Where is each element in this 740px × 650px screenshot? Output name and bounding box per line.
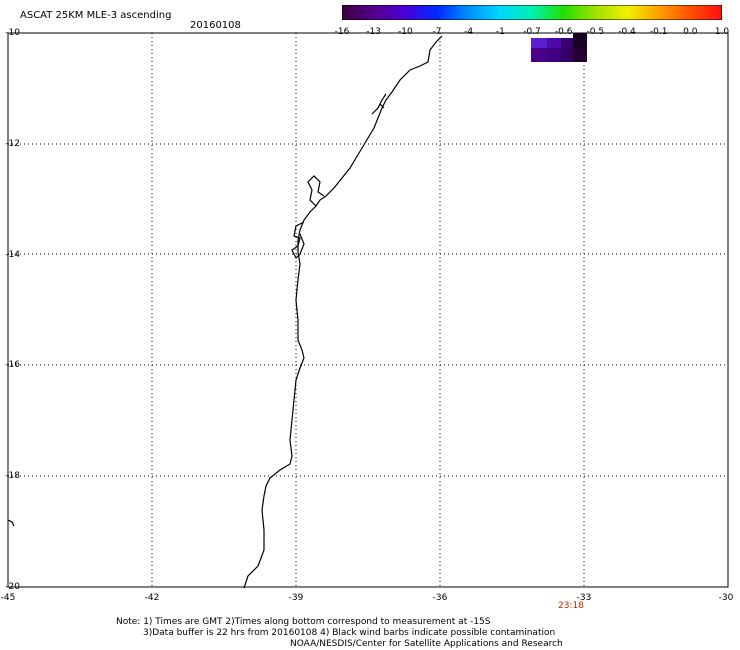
- latitude-tick-label: -18: [5, 471, 20, 482]
- colorbar-label: -16: [334, 27, 350, 37]
- longitude-tick-label: -33: [576, 593, 592, 603]
- colorbar-label: -1: [495, 27, 505, 37]
- colorbar-label: 1.0: [714, 27, 730, 37]
- colorbar-labels: -16 -13 -10 -7 -4 -1 -0.7 -0.6 -0.5 -0.4 -0.1 0.0 1.…: [330, 27, 730, 39]
- colorbar-label: -13: [366, 27, 382, 37]
- latitude-tick-label: -12: [5, 138, 20, 149]
- colorbar-label: -0.4: [618, 27, 636, 37]
- map-frame: [7, 32, 729, 588]
- colorbar-label: -10: [397, 27, 413, 37]
- coastline-inlet: [291, 175, 325, 260]
- coastline-islands: [371, 93, 387, 115]
- latitude-tick-label: -20: [5, 582, 20, 592]
- colorbar: [342, 5, 722, 20]
- colorbar-gradient: [342, 5, 722, 20]
- latitude-tick-label: -10: [5, 28, 20, 38]
- data-swath: [531, 33, 587, 62]
- latitude-tick-label: -16: [5, 360, 20, 371]
- coastline: [243, 35, 443, 589]
- map-grid: [8, 33, 728, 587]
- colorbar-label: -4: [464, 27, 474, 37]
- chart-date: 20160108: [190, 20, 241, 31]
- colorbar-label: -0.5: [586, 27, 605, 37]
- longitude-tick-label: -30: [718, 593, 734, 603]
- chart-title: ASCAT 25KM MLE-3 ascending: [20, 10, 172, 21]
- time-label: 23:18: [558, 601, 584, 611]
- coastline-fragment: [7, 519, 15, 527]
- longitude-tick-label: -45: [0, 593, 16, 603]
- note-line-2: 3)Data buffer is 22 hrs from 20160108 4)…: [143, 628, 556, 638]
- colorbar-label: -0.7: [523, 27, 541, 37]
- colorbar-label: -0.6: [554, 27, 573, 37]
- colorbar-label: -7: [432, 27, 442, 37]
- longitude-tick-label: -42: [144, 593, 160, 603]
- colorbar-label: -0.1: [649, 27, 668, 37]
- longitude-tick-label: -36: [432, 593, 448, 603]
- longitude-tick-label: -39: [288, 593, 304, 603]
- note-line-3: NOAA/NESDIS/Center for Satellite Applica…: [290, 639, 563, 649]
- note-line-1: Note: 1) Times are GMT 2)Times along bot…: [116, 617, 491, 627]
- latitude-tick-label: -14: [5, 249, 20, 260]
- colorbar-label: 0.0: [683, 27, 698, 37]
